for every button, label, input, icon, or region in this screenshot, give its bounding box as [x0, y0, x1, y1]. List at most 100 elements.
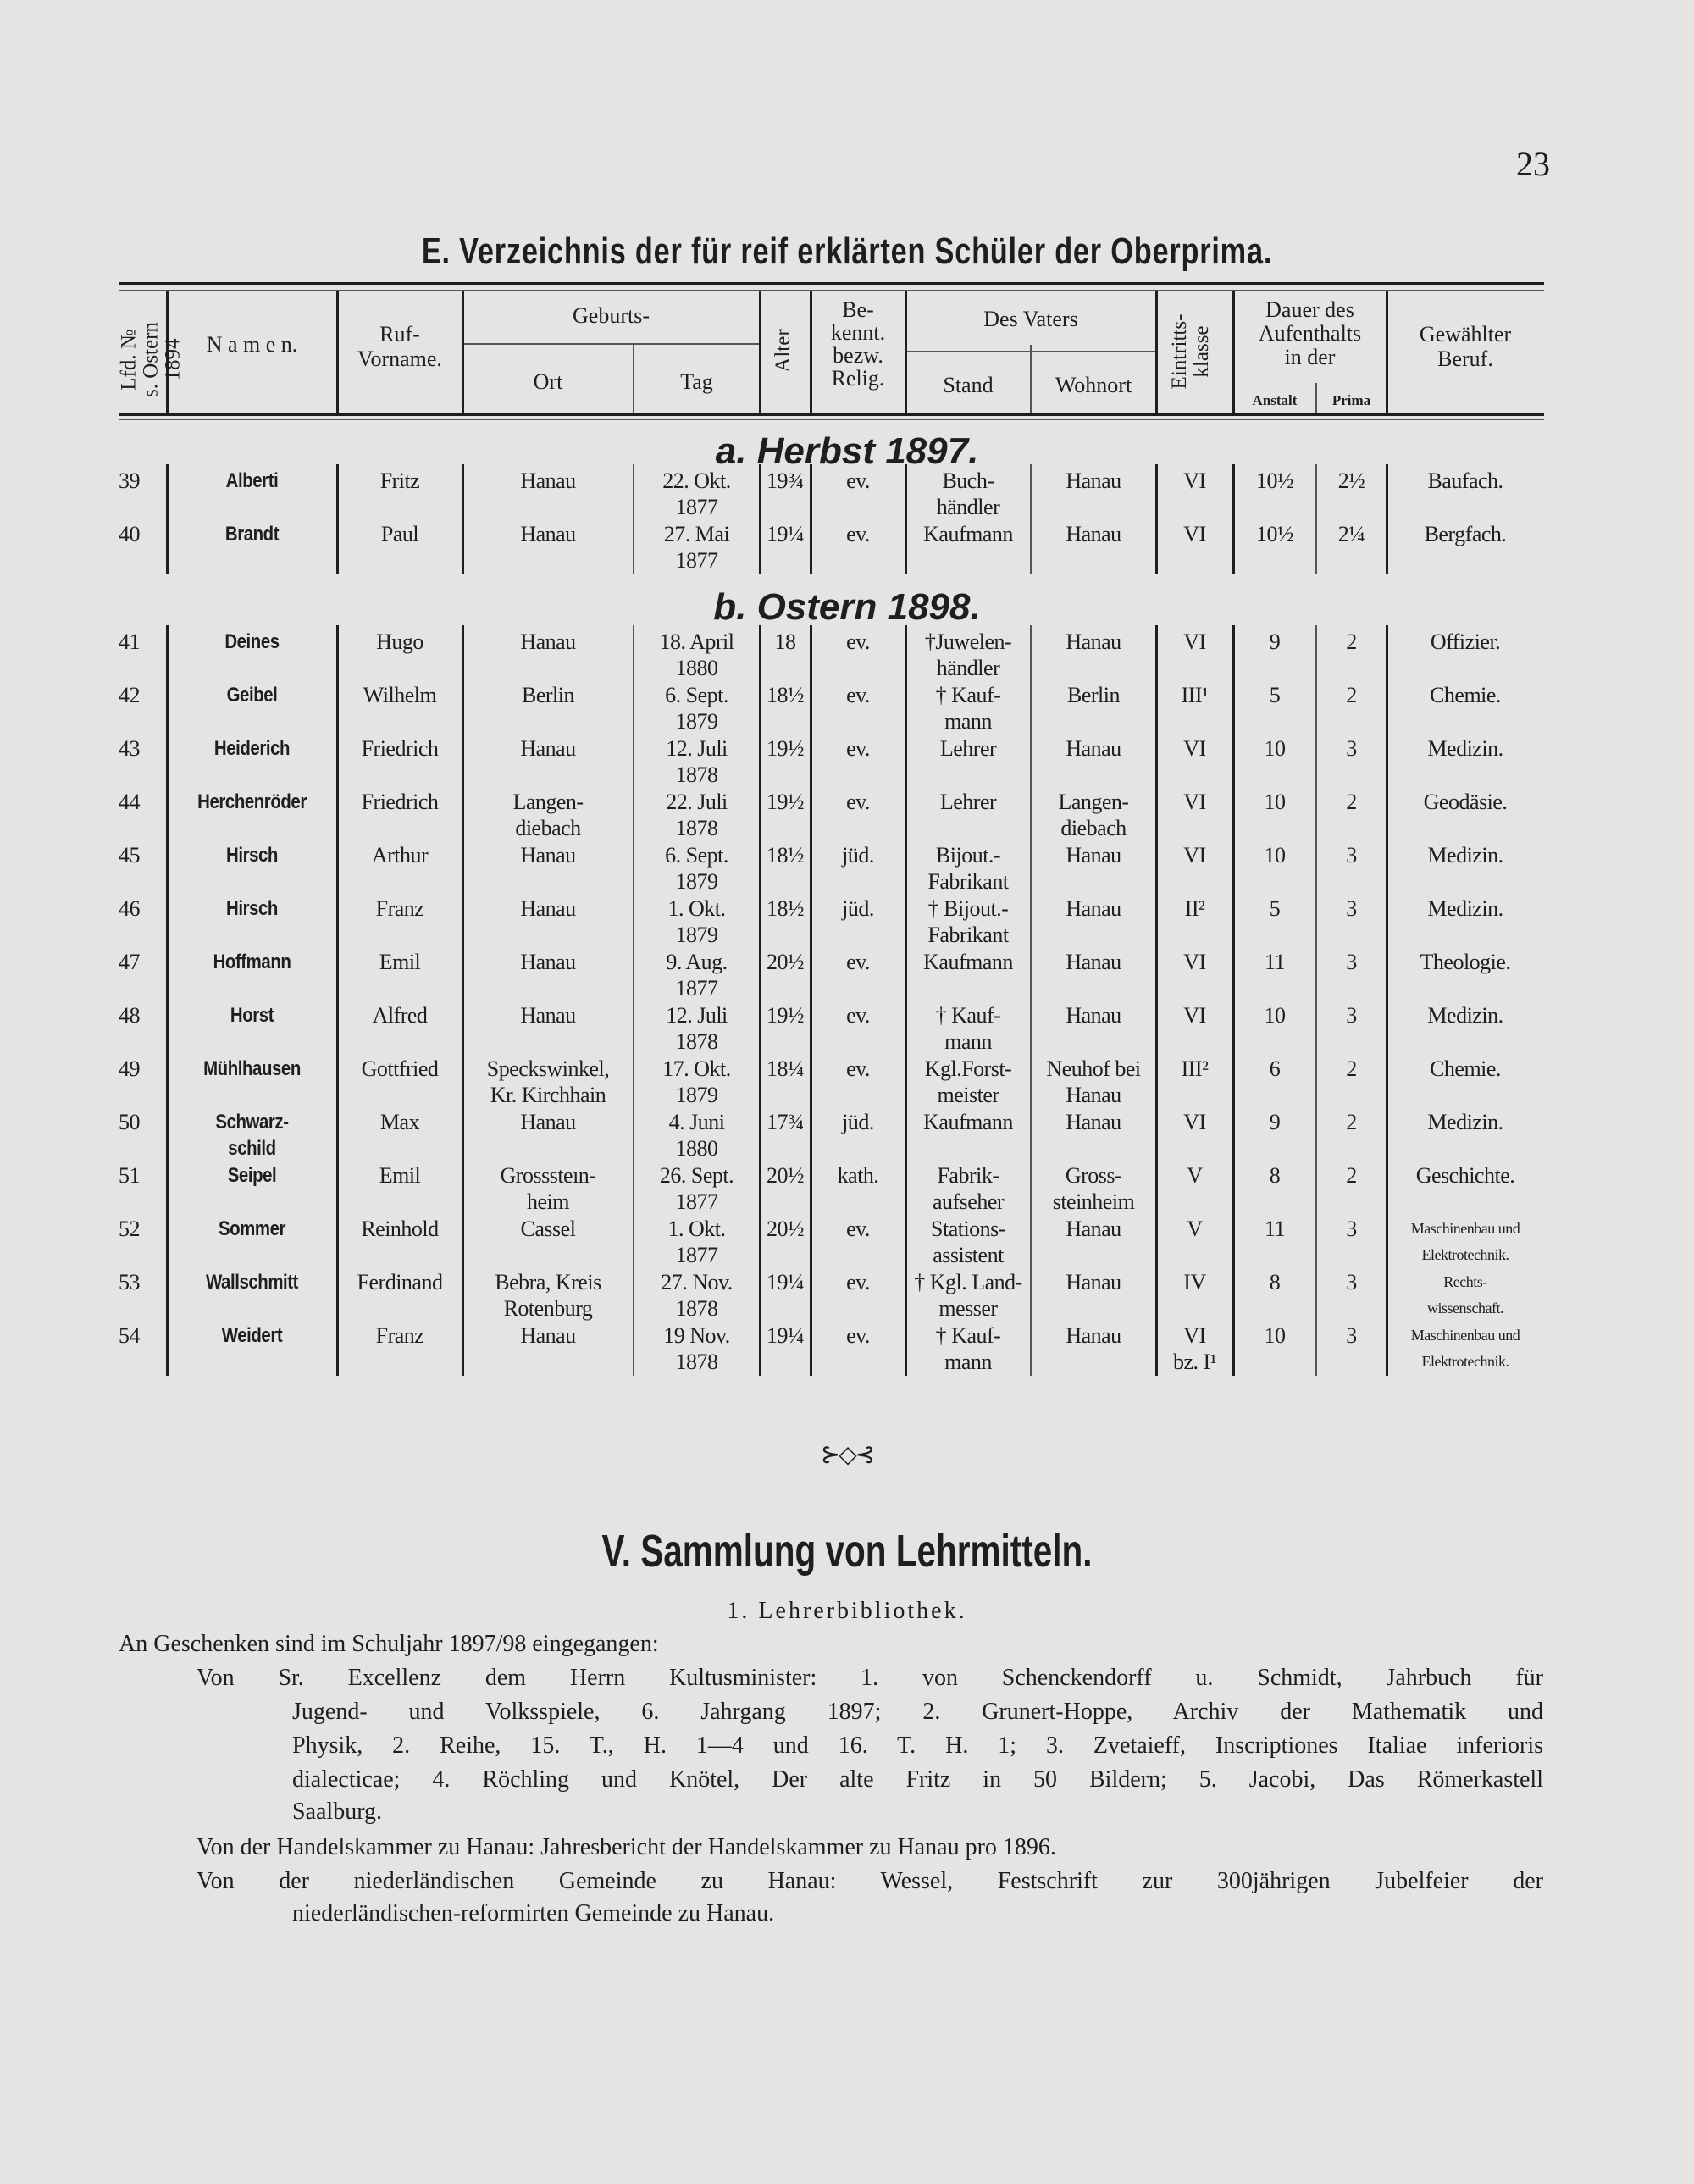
cell-prima: 2: [1346, 1110, 1357, 1134]
cell-alter: 20½: [767, 950, 805, 974]
cell-anstalt: 10: [1264, 790, 1287, 814]
cell-ort: Hanau: [520, 1110, 576, 1134]
cell-nr: 51: [119, 1163, 141, 1188]
cell-klasse: VI: [1183, 522, 1206, 546]
column-rule: [1030, 345, 1032, 413]
column-rule: [336, 464, 339, 574]
cell-ort: Hanau: [520, 950, 576, 974]
column-rule: [1315, 464, 1317, 574]
cell-beruf: Geodäsie.: [1423, 790, 1508, 814]
cell-alter: 18½: [767, 683, 805, 707]
column-rule: [633, 464, 634, 574]
cell-tag: 19 Nov. 1878: [663, 1323, 730, 1374]
cell-name: Mühlhausen: [203, 1057, 301, 1080]
cell-alter: 18: [774, 629, 797, 654]
cell-alter: 18½: [767, 896, 805, 921]
cell-ort: Bebra, Kreis Rotenburg: [495, 1270, 601, 1321]
header-relig: Be- kennt. bezw. Relig.: [830, 297, 886, 391]
paragraph-line: Physik, 2. Reihe, 15. T., H. 1—4 und 16.…: [292, 1732, 1543, 1759]
cell-alter: 19¼: [767, 1270, 805, 1294]
cell-stand: Kaufmann: [923, 522, 1013, 546]
cell-anstalt: 10: [1264, 736, 1287, 761]
cell-nr: 40: [119, 522, 141, 546]
section-heading: b. Ostern 1898.: [713, 586, 981, 628]
cell-relig: jüd.: [842, 1110, 874, 1134]
paragraph-line: Von der Handelskammer zu Hanau: Jahresbe…: [197, 1834, 1056, 1860]
cell-klasse: II²: [1184, 896, 1205, 921]
column-rule: [336, 291, 339, 413]
cell-relig: ev.: [846, 950, 870, 974]
cell-relig: ev.: [846, 468, 870, 493]
column-rule: [1386, 291, 1388, 413]
cell-wohnort: Hanau: [1066, 1110, 1121, 1134]
column-rule: [1030, 625, 1032, 1376]
cell-beruf: Medizin.: [1427, 1110, 1503, 1134]
rule: [119, 282, 1544, 285]
column-rule: [905, 464, 907, 574]
cell-beruf: Offizier.: [1430, 629, 1501, 654]
cell-prima: 2: [1346, 790, 1357, 814]
column-rule: [759, 291, 761, 413]
cell-stand: Kaufmann: [923, 950, 1013, 974]
column-rule: [759, 464, 761, 574]
column-rule: [1155, 625, 1158, 1376]
cell-stand: † Kauf- mann: [935, 683, 1001, 734]
cell-klasse: VI: [1183, 843, 1206, 868]
cell-ort: Speckswinkel, Kr. Kirchhain: [486, 1056, 610, 1107]
cell-tag: 27. Nov. 1878: [661, 1270, 733, 1321]
cell-stand: † Kgl. Land- messer: [914, 1270, 1022, 1321]
cell-anstalt: 11: [1264, 1217, 1286, 1241]
cell-name: Sommer: [218, 1217, 286, 1240]
cell-vorname: Friedrich: [361, 736, 439, 761]
column-rule: [166, 625, 169, 1376]
cell-nr: 43: [119, 736, 141, 761]
cell-beruf: Chemie.: [1430, 1056, 1501, 1081]
cell-wohnort: Hanau: [1066, 896, 1121, 921]
cell-wohnort: Hanau: [1066, 1217, 1121, 1241]
cell-klasse: VI: [1183, 468, 1206, 493]
cell-prima: 3: [1346, 843, 1357, 868]
cell-klasse: V: [1187, 1217, 1203, 1241]
cell-klasse: VI: [1183, 629, 1206, 654]
cell-stand: † Bijout.- Fabrikant: [927, 896, 1009, 947]
cell-klasse: IV: [1183, 1270, 1206, 1294]
column-rule: [1232, 625, 1235, 1376]
rule: [119, 290, 1544, 291]
cell-tag: 1. Okt. 1879: [667, 896, 727, 947]
cell-anstalt: 10: [1264, 1003, 1287, 1028]
cell-klasse: VI: [1183, 950, 1206, 974]
column-rule: [1232, 464, 1235, 574]
cell-ort: Hanau: [520, 629, 576, 654]
rule: [462, 343, 760, 345]
column-rule: [1232, 291, 1235, 413]
column-rule: [1030, 464, 1032, 574]
cell-anstalt: 8: [1269, 1163, 1281, 1188]
column-rule: [462, 464, 464, 574]
cell-vorname: Paul: [380, 522, 419, 546]
cell-anstalt: 10½: [1256, 522, 1294, 546]
column-rule: [1386, 464, 1388, 574]
cell-tag: 27. Mai 1877: [663, 522, 730, 573]
column-rule: [1155, 291, 1158, 413]
cell-vorname: Ferdinand: [357, 1270, 443, 1294]
column-rule: [166, 464, 169, 574]
cell-ort: Langen- diebach: [512, 790, 584, 840]
cell-beruf: Geschichte.: [1415, 1163, 1515, 1188]
cell-stand: Buch- händler: [936, 468, 1000, 519]
section-heading: a. Herbst 1897.: [715, 430, 979, 472]
cell-wohnort: Hanau: [1066, 468, 1121, 493]
cell-stand: Lehrer: [939, 736, 997, 761]
cell-klasse: VI: [1183, 736, 1206, 761]
cell-klasse: V: [1187, 1163, 1203, 1188]
cell-wohnort: Neuhof bei Hanau: [1046, 1056, 1141, 1107]
cell-anstalt: 9: [1269, 1110, 1281, 1134]
cell-ort: Hanau: [520, 1003, 576, 1028]
column-rule: [905, 625, 907, 1376]
cell-stand: † Kauf- mann: [935, 1003, 1001, 1054]
header-vater: Des Vaters: [983, 307, 1078, 331]
column-rule: [462, 291, 464, 413]
cell-nr: 47: [119, 950, 141, 974]
cell-stand: Lehrer: [939, 790, 997, 814]
cell-name: Herchenröder: [197, 790, 307, 813]
cell-prima: 2½: [1337, 468, 1365, 493]
